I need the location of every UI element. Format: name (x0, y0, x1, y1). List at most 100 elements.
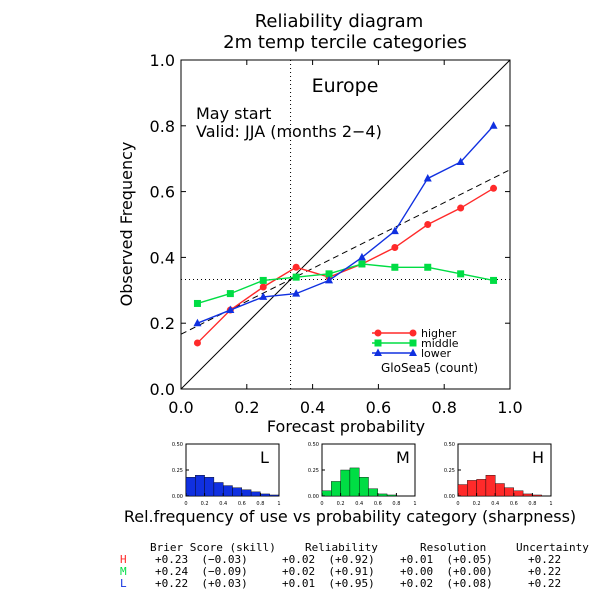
histogram-bar (185, 477, 196, 497)
histogram-bar (250, 491, 261, 497)
hist-x-tick-label: 0.6 (510, 501, 518, 507)
histogram-bar (467, 480, 477, 497)
annotation-valid: Valid: JJA (months 2−4) (196, 122, 382, 141)
histogram-bar (368, 488, 379, 497)
hist-x-tick-label: 0.6 (374, 501, 382, 507)
hist-x-tick-label: 0 (184, 501, 187, 507)
sharpness-panels: 0.500.250.000 0.2 0.4 0.6 0.8 1L0.500.250.000… (172, 442, 553, 507)
histogram-bar (232, 487, 243, 497)
histogram-bar (522, 493, 533, 497)
legend-label-higher: higher (421, 327, 457, 340)
sharpness-panel-L: 0.50 0.25 0.000 0.2 0.4 0.6 0.8 1 L (172, 442, 281, 507)
x-tick-label: 0.6 (366, 398, 391, 417)
point-higher (391, 244, 399, 252)
hist-x-tick-label: 1 (549, 501, 552, 507)
histogram-bar (222, 485, 233, 497)
point-lower (390, 226, 399, 235)
hist-y-tick-label: 0.50 (172, 442, 183, 448)
hist-y-tick-label: 0.25 (444, 468, 455, 474)
y-tick-label: 0.6 (150, 183, 175, 202)
hist-y-tick-label: 0.00 (308, 494, 319, 500)
histogram-bar (377, 493, 388, 497)
panel-label: M (396, 448, 410, 467)
point-lower (423, 173, 432, 182)
legend-marker-lower (374, 348, 382, 356)
hist-x-tick-label: 0.8 (392, 501, 400, 507)
point-lower (325, 275, 334, 284)
point-lower (226, 305, 235, 314)
hist-x-tick-label: 0.2 (337, 501, 345, 507)
x-tick-label: 0.4 (300, 398, 325, 417)
x-tick-label: 0.0 (168, 398, 193, 417)
histogram-bar (241, 489, 252, 497)
annotation-start: May start (196, 104, 271, 123)
point-middle (457, 270, 465, 278)
hist-x-tick-label: 0 (320, 501, 323, 507)
x-tick-label: 0.2 (234, 398, 259, 417)
histogram-bar (213, 482, 224, 497)
plot-frame (180, 59, 511, 390)
point-middle (391, 263, 399, 271)
legend-note: GloSea5 (count) (381, 361, 478, 375)
hist-x-tick-label: 0.8 (256, 501, 264, 507)
point-higher (259, 283, 267, 291)
histogram-bar (485, 475, 496, 497)
legend-label-middle: middle (421, 337, 459, 350)
histogram-bar (386, 494, 397, 497)
panel-label: H (532, 448, 544, 467)
hist-x-tick-label: 0.8 (528, 501, 536, 507)
point-middle (424, 263, 432, 271)
histogram-bar (269, 494, 280, 497)
legend-marker-middle (374, 339, 382, 347)
histogram-bar (476, 479, 487, 497)
y-axis-label: Observed Frequency (117, 142, 136, 307)
hist-x-tick-label: 1 (413, 501, 416, 507)
histogram-bar (204, 477, 215, 497)
hist-x-tick-label: 0.4 (219, 501, 227, 507)
point-middle (226, 290, 234, 298)
y-tick-label: 0.0 (150, 380, 175, 399)
panel-label: L (260, 448, 269, 467)
hist-x-tick-label: 0.2 (473, 501, 481, 507)
histogram-bar (504, 487, 515, 497)
y-tick-label: 0.8 (150, 117, 175, 136)
hist-y-tick-label: 0.25 (172, 468, 183, 474)
point-higher (457, 204, 465, 212)
histogram-bar (195, 475, 205, 497)
x-tick-label: 1.0 (497, 398, 522, 417)
series-line-lower (197, 125, 495, 324)
hist-y-tick-label: 0.25 (308, 468, 319, 474)
point-middle (325, 270, 333, 278)
legend-marker-higher (374, 329, 382, 337)
y-tick-label: 0.4 (150, 248, 175, 267)
hist-y-tick-label: 0.00 (444, 494, 455, 500)
histogram-bar (359, 477, 369, 497)
hist-y-tick-label: 0.50 (444, 442, 455, 448)
point-middle (193, 299, 201, 307)
hist-x-tick-label: 1 (277, 501, 280, 507)
histogram-bar (349, 467, 360, 497)
hist-y-tick-label: 0.00 (172, 494, 183, 500)
point-lower (456, 157, 465, 165)
legend-label-lower: lower (421, 347, 452, 360)
histogram-bar (321, 490, 332, 497)
perfect-reliability-line (180, 59, 511, 390)
legend-marker-middle (409, 339, 417, 347)
point-middle (490, 276, 498, 284)
hist-x-tick-label: 0 (456, 501, 459, 507)
sharpness-panel-M: 0.50 0.25 0.000 0.2 0.4 0.6 0.8 1 M (308, 442, 417, 507)
point-lower (193, 318, 202, 327)
series-line-higher (196, 187, 494, 344)
histogram-bar (260, 493, 270, 497)
point-middle (259, 276, 267, 284)
histogram-bar (513, 490, 524, 497)
chart-subtitle: 2m temp tercile categories (223, 32, 467, 53)
region-label: Europe (312, 75, 379, 97)
histogram-bar (340, 469, 351, 497)
hist-x-tick-label: 0.4 (355, 501, 363, 507)
chart-title: Reliability diagram (255, 11, 424, 32)
point-lower (357, 252, 366, 261)
point-higher (193, 339, 201, 347)
sharpness-panel-H: 0.50 0.25 0.000 0.2 0.4 0.6 0.8 1 H (444, 442, 553, 507)
